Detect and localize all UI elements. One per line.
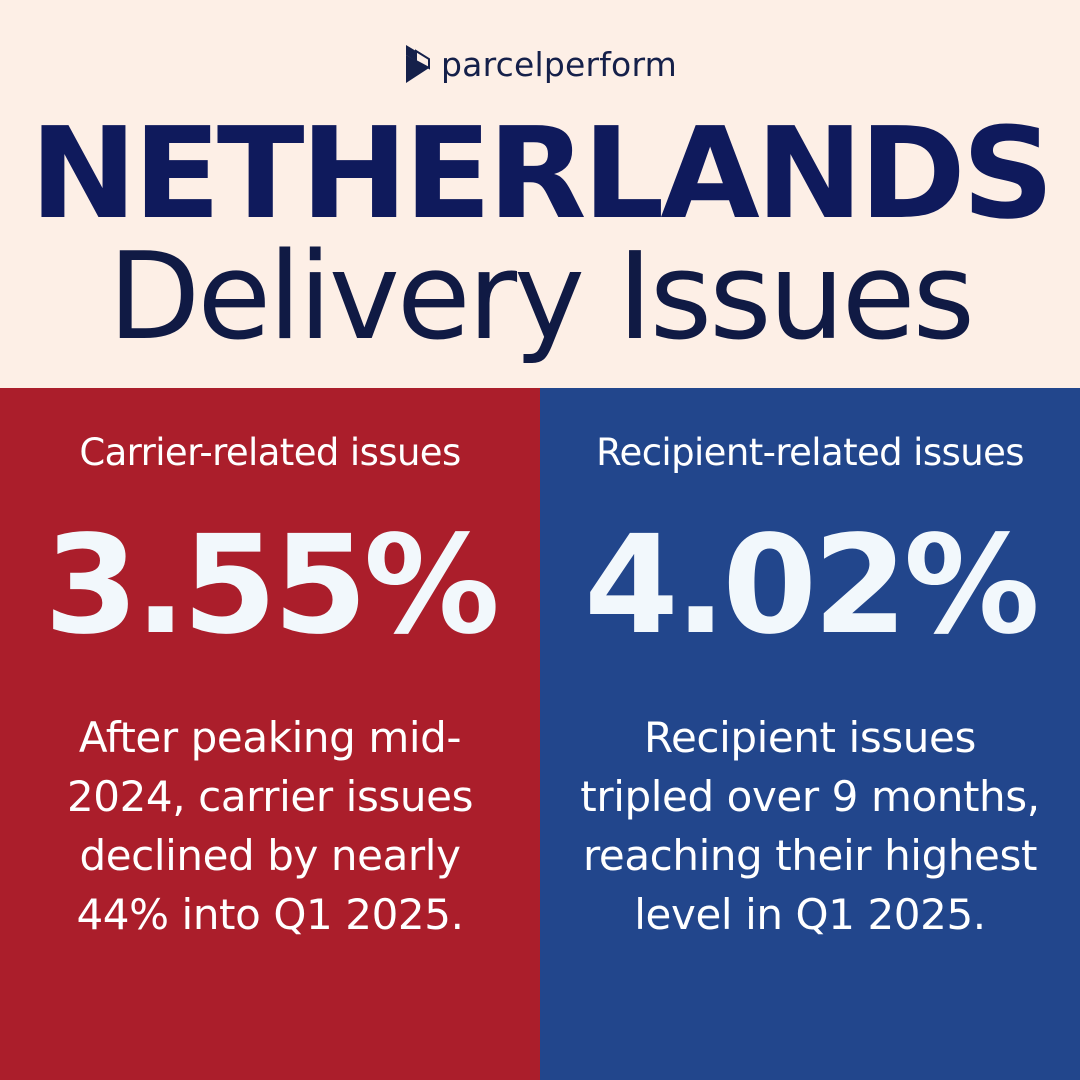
carrier-issues-value: 3.55% — [44, 507, 500, 665]
carrier-issues-panel: Carrier-related issues 3.55% After peaki… — [0, 388, 540, 1080]
page-subtitle: Delivery Issues — [107, 228, 975, 367]
parcelperform-mark-icon — [406, 45, 430, 83]
recipient-issues-label: Recipient-related issues — [596, 431, 1024, 474]
page-title: NETHERLANDS — [29, 100, 1055, 247]
brand-name: parcelperform — [441, 44, 677, 84]
carrier-issues-description: After peaking mid-2024, carrier issues d… — [66, 713, 474, 939]
header: parcelperform NETHERLANDS Delivery Issue… — [0, 0, 1080, 388]
recipient-issues-description: Recipient issues tripled over 9 months, … — [580, 713, 1040, 939]
recipient-issues-value: 4.02% — [584, 507, 1040, 665]
brand-logo: parcelperform — [0, 40, 1080, 88]
recipient-issues-panel: Recipient-related issues 4.02% Recipient… — [540, 388, 1080, 1080]
carrier-issues-label: Carrier-related issues — [79, 431, 461, 474]
